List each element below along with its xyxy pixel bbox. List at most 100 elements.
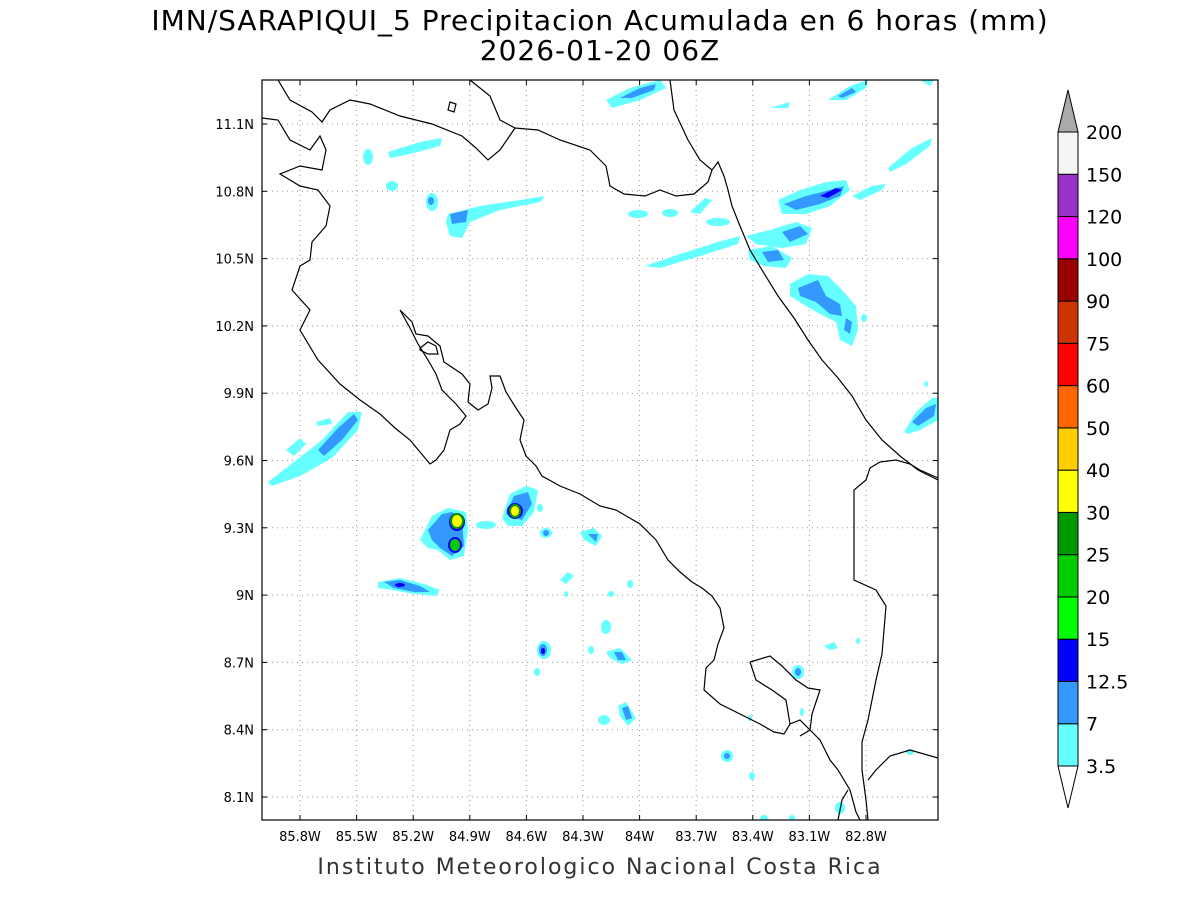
y-tick-label: 9.9N <box>224 387 254 402</box>
precip-area-medium <box>318 414 358 456</box>
border-panama <box>853 459 938 820</box>
precip-area-light <box>760 815 768 820</box>
map-frame <box>261 79 939 821</box>
osa-peninsula <box>749 655 821 737</box>
precip-area-strong <box>452 515 462 527</box>
colorbar-label: 200 <box>1086 122 1122 144</box>
precip-area-light <box>662 209 678 217</box>
precip-area-light <box>861 314 867 322</box>
precip-area-light <box>824 642 838 650</box>
precip-area-light <box>316 418 332 426</box>
precip-area-medium <box>795 668 801 676</box>
precip-area-light <box>628 210 648 218</box>
precip-area-light <box>388 138 442 158</box>
chart-subtitle: 2026-01-20 06Z <box>479 34 721 67</box>
precip-area-medium <box>428 197 434 205</box>
x-tick-label: 84.9W <box>449 830 491 845</box>
chart-title: IMN/SARAPIQUI_5 Precipitacion Acumulada … <box>151 4 1049 37</box>
precip-area-medium <box>450 210 468 224</box>
y-tick-label: 9.3N <box>224 522 254 537</box>
precip-area-light <box>560 572 574 584</box>
precip-area-light <box>690 198 712 214</box>
x-tick-label: 84W <box>625 830 655 845</box>
lake-nicaragua-shore <box>469 80 516 129</box>
precip-area-light <box>363 149 373 165</box>
x-axis: 85.8W 85.5W 85.2W 84.9W 84.6W 84.3W 84W 83.7W 83… <box>279 80 887 845</box>
precip-area-light <box>476 521 496 529</box>
colorbar-swatch <box>1057 300 1079 344</box>
colorbar-label: 120 <box>1086 207 1122 229</box>
precip-area-medium <box>543 530 549 536</box>
colorbar-arrow-top <box>1057 89 1079 133</box>
colorbar-swatch <box>1057 596 1079 640</box>
precip-area-moderate <box>450 539 460 551</box>
precip-area-light <box>564 591 568 597</box>
coast-caribbean <box>727 189 938 481</box>
colorbar-label: 3.5 <box>1086 756 1116 778</box>
precip-area-medium <box>588 534 598 542</box>
precip-area-light <box>537 504 543 512</box>
precip-area-medium <box>620 84 656 98</box>
precip-area-medium <box>384 580 430 592</box>
precip-area-medium <box>724 753 730 759</box>
precip-area-light <box>856 638 860 644</box>
border-line <box>277 80 729 197</box>
colorbar-label: 7 <box>1086 714 1098 736</box>
precip-area-light <box>789 815 795 820</box>
precip-area-medium <box>798 280 842 316</box>
panama-coast-south <box>867 749 938 781</box>
colorbar: 3.5 7 12.5 15 20 25 30 40 50 60 75 90 100 120 150 200 <box>1057 89 1128 809</box>
y-tick-label: 9.6N <box>224 455 254 470</box>
precip-area-heavy <box>820 188 842 198</box>
precip-area-medium <box>844 318 852 334</box>
colorbar-swatch <box>1057 258 1079 302</box>
colorbar-label: 20 <box>1086 587 1110 609</box>
y-tick-label: 10.5N <box>215 253 254 268</box>
precip-area-light <box>888 138 932 172</box>
precip-area-heavy <box>541 648 545 654</box>
colorbar-swatch <box>1057 469 1079 513</box>
colorbar-label: 12.5 <box>1086 671 1128 693</box>
precip-area-light <box>588 646 594 654</box>
precipitation-layer <box>268 80 938 820</box>
precip-area-heavy <box>395 583 405 587</box>
precip-area-medium <box>762 250 784 262</box>
precip-area-light <box>386 181 398 191</box>
x-tick-label: 84.3W <box>562 830 604 845</box>
colorbar-swatch <box>1057 638 1079 682</box>
coastlines <box>262 80 938 820</box>
colorbar-label: 100 <box>1086 249 1122 271</box>
precip-area-medium <box>912 404 936 426</box>
colorbar-label: 75 <box>1086 333 1110 355</box>
precip-area-light <box>286 438 306 456</box>
precip-area-light <box>645 236 740 268</box>
colorbar-swatch <box>1057 427 1079 471</box>
colorbar-swatch <box>1057 511 1079 556</box>
y-tick-label: 8.7N <box>224 656 254 671</box>
precip-area-light <box>749 772 755 780</box>
colorbar-label: 60 <box>1086 376 1110 398</box>
colorbar-swatch <box>1057 131 1079 175</box>
precip-area-medium <box>838 88 856 98</box>
colorbar-label: 150 <box>1086 164 1122 186</box>
colorbar-swatch <box>1057 216 1079 260</box>
precip-area-light <box>608 591 614 597</box>
colorbar-label: 40 <box>1086 460 1110 482</box>
colorbar-label: 90 <box>1086 291 1110 313</box>
colorbar-swatch <box>1057 723 1079 767</box>
colorbar-label: 15 <box>1086 629 1110 651</box>
colorbar-label: 50 <box>1086 418 1110 440</box>
precip-area-light <box>706 218 730 226</box>
precip-area-light <box>790 274 858 346</box>
colorbar-swatch <box>1057 173 1079 218</box>
precip-area-light <box>627 580 633 588</box>
precip-area-light <box>924 381 928 387</box>
island <box>419 341 439 355</box>
precip-area-light <box>534 668 540 676</box>
colorbar-swatch <box>1057 385 1079 429</box>
colorbar-arrow-bottom <box>1057 765 1079 809</box>
precip-area-light <box>601 620 611 634</box>
precip-area-light <box>800 708 804 716</box>
colorbar-label: 25 <box>1086 545 1110 567</box>
